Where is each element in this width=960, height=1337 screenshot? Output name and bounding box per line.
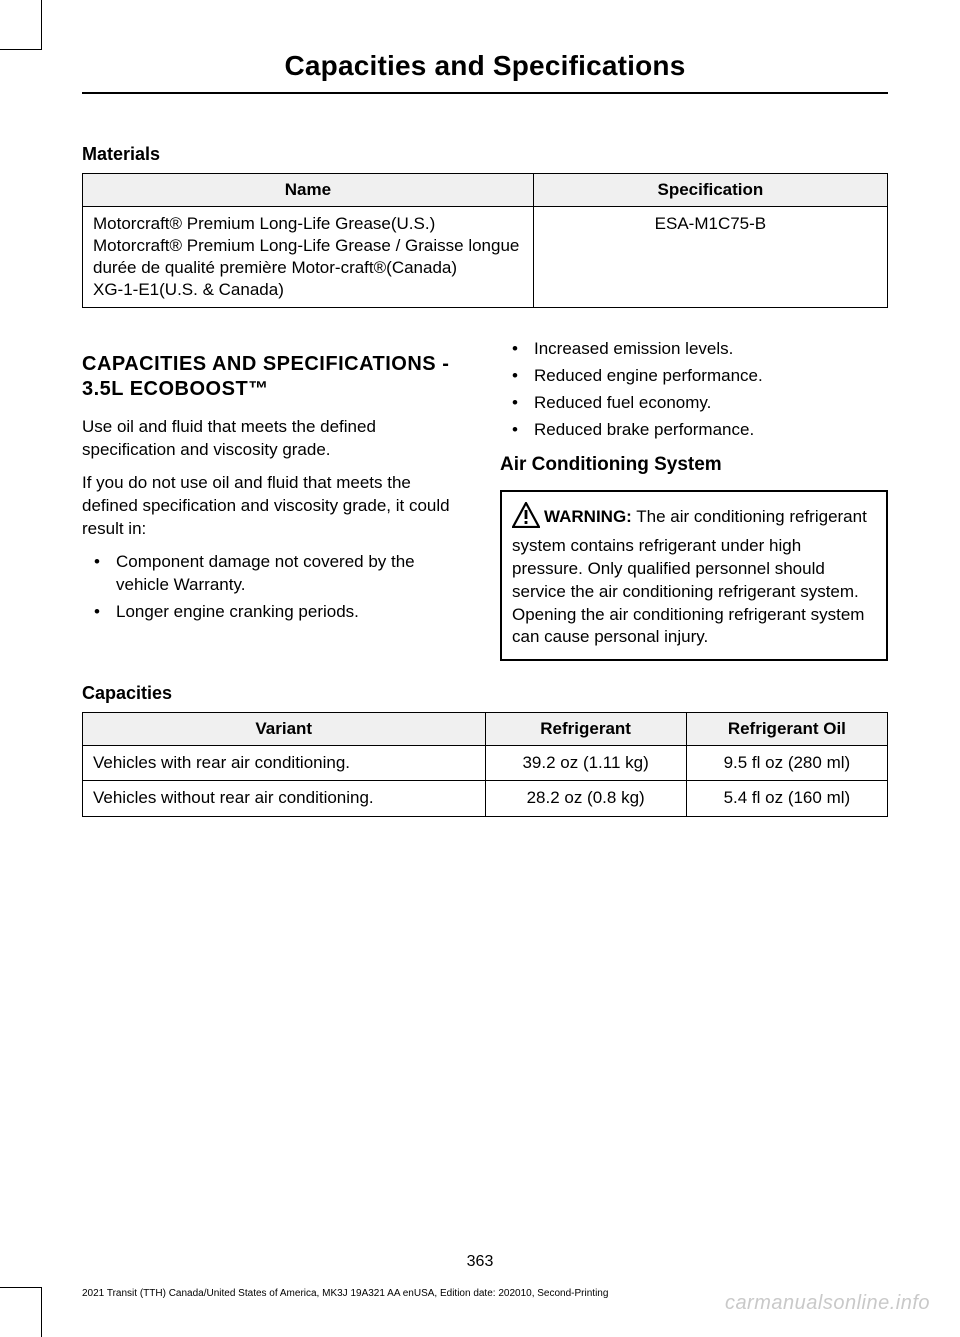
col-name: Name	[83, 174, 534, 207]
list-item: Longer engine cranking periods.	[90, 601, 470, 624]
ac-heading: Air Conditioning System	[500, 452, 888, 478]
refrigerant-cell: 28.2 oz (0.8 kg)	[485, 781, 686, 816]
col-refrigerant: Refrigerant	[485, 713, 686, 746]
left-column: CAPACITIES AND SPECIFICATIONS - 3.5L ECO…	[82, 338, 470, 661]
mat-line: Motorcraft® Premium Long-Life Grease(U.S…	[93, 214, 435, 233]
footer-line: 2021 Transit (TTH) Canada/United States …	[82, 1288, 608, 1299]
table-row: Vehicles with rear air conditioning. 39.…	[83, 746, 888, 781]
right-column: Increased emission levels. Reduced engin…	[500, 338, 888, 661]
oil-cell: 5.4 fl oz (160 ml)	[686, 781, 887, 816]
section-heading: CAPACITIES AND SPECIFICATIONS - 3.5L ECO…	[82, 352, 470, 402]
warning-label: WARNING:	[544, 507, 632, 526]
bullet-list: Component damage not covered by the vehi…	[82, 551, 470, 624]
warning-text: The air conditioning refrigerant system …	[512, 507, 867, 647]
mat-line: Motorcraft® Premium Long-Life Grease / G…	[93, 236, 519, 277]
paragraph: If you do not use oil and fluid that mee…	[82, 472, 470, 541]
list-item: Reduced brake performance.	[508, 419, 888, 442]
warning-box: WARNING: The air conditioning refrigeran…	[500, 490, 888, 662]
oil-cell: 9.5 fl oz (280 ml)	[686, 746, 887, 781]
list-item: Reduced engine performance.	[508, 365, 888, 388]
variant-cell: Vehicles with rear air conditioning.	[83, 746, 486, 781]
chapter-title: Capacities and Specifications	[82, 50, 888, 94]
table-header-row: Variant Refrigerant Refrigerant Oil	[83, 713, 888, 746]
bullet-list: Increased emission levels. Reduced engin…	[500, 338, 888, 442]
capacities-heading: Capacities	[82, 683, 888, 704]
page-content: Capacities and Specifications Materials …	[0, 0, 960, 817]
list-item: Component damage not covered by the vehi…	[90, 551, 470, 597]
two-column-layout: CAPACITIES AND SPECIFICATIONS - 3.5L ECO…	[82, 338, 888, 661]
list-item: Reduced fuel economy.	[508, 392, 888, 415]
col-spec: Specification	[533, 174, 887, 207]
materials-heading: Materials	[82, 144, 888, 165]
refrigerant-cell: 39.2 oz (1.11 kg)	[485, 746, 686, 781]
material-name-cell: Motorcraft® Premium Long-Life Grease(U.S…	[83, 207, 534, 308]
table-row: Vehicles without rear air conditioning. …	[83, 781, 888, 816]
col-refrigerant-oil: Refrigerant Oil	[686, 713, 887, 746]
table-row: Motorcraft® Premium Long-Life Grease(U.S…	[83, 207, 888, 308]
list-item: Increased emission levels.	[508, 338, 888, 361]
table-header-row: Name Specification	[83, 174, 888, 207]
page-number: 363	[0, 1253, 960, 1271]
material-spec-cell: ESA-M1C75-B	[533, 207, 887, 308]
corner-crop-tl	[0, 0, 42, 50]
capacities-table: Variant Refrigerant Refrigerant Oil Vehi…	[82, 712, 888, 816]
paragraph: Use oil and fluid that meets the defined…	[82, 416, 470, 462]
corner-crop-bl	[0, 1287, 42, 1337]
col-variant: Variant	[83, 713, 486, 746]
variant-cell: Vehicles without rear air conditioning.	[83, 781, 486, 816]
watermark: carmanualsonline.info	[725, 1292, 930, 1315]
mat-line: XG-1-E1(U.S. & Canada)	[93, 280, 284, 299]
warning-icon	[512, 502, 540, 535]
materials-table: Name Specification Motorcraft® Premium L…	[82, 173, 888, 308]
